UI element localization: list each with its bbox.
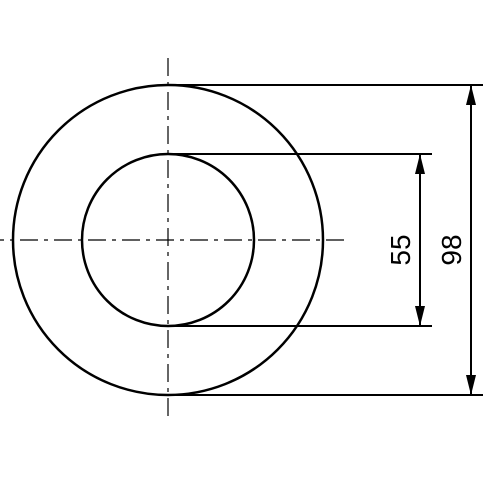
dimension-value-outer: 98 [436, 234, 467, 265]
arrowhead-inner-top [415, 154, 425, 174]
arrowhead-outer-bottom [466, 375, 476, 395]
dimension-value-inner: 55 [385, 234, 416, 265]
arrowhead-inner-bottom [415, 306, 425, 326]
arrowhead-outer-top [466, 85, 476, 105]
technical-drawing: 98 55 [0, 0, 500, 500]
